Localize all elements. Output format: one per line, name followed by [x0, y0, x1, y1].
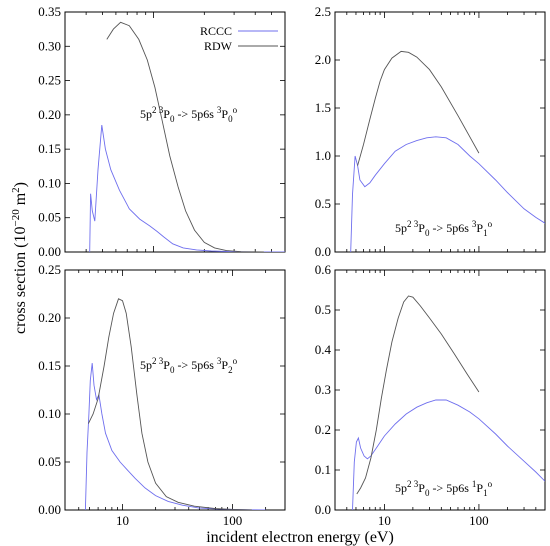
- y-axis-title-mid: m: [12, 192, 29, 209]
- y-tick-label: 0.4: [315, 342, 332, 357]
- series-line-rdw: [106, 21, 264, 252]
- y-tick-label: 0.1: [315, 462, 331, 477]
- series-line-rccc: [350, 136, 545, 252]
- label-part: 0: [425, 488, 430, 498]
- label-part: P: [476, 221, 483, 235]
- label-part: o: [233, 356, 238, 366]
- x-tick-label: 10: [116, 513, 129, 528]
- x-tick-label: 100: [223, 513, 243, 528]
- y-tick-label: 0.15: [38, 141, 61, 156]
- series-line-rccc: [89, 125, 285, 252]
- y-tick-label: 0.35: [38, 4, 61, 19]
- x-tick-label: 10: [378, 513, 391, 528]
- y-axis-title-exp: −20: [10, 209, 22, 227]
- y-tick-label: 0.2: [315, 422, 331, 437]
- panel-frame: [64, 269, 286, 511]
- y-tick-label: 0.5: [315, 196, 331, 211]
- label-part: 2 3: [407, 479, 419, 489]
- y-tick-label: 2.5: [315, 4, 331, 19]
- y-tick-label: 0.15: [38, 358, 61, 373]
- label-part: 5p: [140, 358, 152, 372]
- label-part: 1: [483, 488, 488, 498]
- label-part: o: [488, 219, 493, 229]
- label-part: 2 3: [407, 219, 419, 229]
- label-part: P: [221, 107, 228, 121]
- label-part: 5p: [140, 107, 152, 121]
- label-part: P: [163, 107, 170, 121]
- y-tick-label: 0.00: [38, 244, 61, 259]
- y-tick-label: 0.05: [38, 210, 61, 225]
- label-part: o: [233, 105, 238, 115]
- y-tick-label: 0.0: [315, 244, 331, 259]
- label-part: 0: [228, 114, 233, 124]
- y-tick-label: 0.25: [38, 262, 61, 277]
- label-part: 0: [425, 228, 430, 238]
- legend: RCCC RDW: [200, 24, 278, 53]
- label-part: P: [163, 358, 170, 372]
- y-tick-label: 0.05: [38, 454, 61, 469]
- y-tick-label: 2.0: [315, 52, 331, 67]
- label-part: 3: [217, 105, 222, 115]
- y-tick-label: 0.10: [38, 406, 61, 421]
- label-part: 5p: [395, 221, 407, 235]
- label-part: o: [488, 479, 493, 489]
- y-axis-title-suffix: ): [12, 182, 29, 187]
- series-line-rccc: [84, 363, 266, 510]
- y-tick-label: 1.5: [315, 100, 331, 115]
- series-line-rdw: [357, 50, 480, 166]
- panel-frame: [64, 11, 286, 253]
- label-part: 5p: [395, 481, 407, 495]
- y-tick-label: 1.0: [315, 148, 331, 163]
- y-tick-label: 0.25: [38, 73, 61, 88]
- y-tick-label: 0.6: [315, 262, 332, 277]
- panel-tl: 0.00 0.05 0.10 0.15 0.20 0.25 0.30 0.35 5p2 3P0 …: [38, 4, 286, 259]
- y-axis-title-prefix: cross section (10: [12, 226, 29, 334]
- y-tick-label: 0.00: [38, 502, 61, 517]
- legend-label-rdw: RDW: [204, 39, 233, 53]
- label-part: -> 5p6s: [429, 221, 471, 235]
- y-tick-label: 0.30: [38, 38, 61, 53]
- label-part: -> 5p6s: [174, 107, 216, 121]
- label-part: 0: [170, 365, 175, 375]
- label-part: P: [476, 481, 483, 495]
- label-part: 2 3: [152, 356, 164, 366]
- label-part: -> 5p6s: [429, 481, 471, 495]
- label-part: 1: [483, 228, 488, 238]
- panel-frame: [334, 11, 546, 253]
- panel-transition-label: 5p2 3P0 -> 5p6s 3P0o: [140, 105, 238, 124]
- label-part: 0: [170, 114, 175, 124]
- x-tick-label: 100: [469, 513, 489, 528]
- label-part: 2 3: [152, 105, 164, 115]
- label-part: P: [418, 221, 425, 235]
- y-tick-label: 0.20: [38, 107, 61, 122]
- y-tick-label: 0.5: [315, 302, 331, 317]
- label-part: 3: [217, 356, 222, 366]
- label-part: -> 5p6s: [174, 358, 216, 372]
- y-axis-title-exp2: 2: [10, 187, 22, 193]
- panel-transition-label: 5p2 3P0 -> 5p6s 3P1o: [395, 219, 493, 238]
- series-line-rdw: [87, 298, 252, 510]
- label-part: P: [418, 481, 425, 495]
- y-tick-label: 0.3: [315, 382, 331, 397]
- x-axis-title: incident electron energy (eV): [206, 529, 394, 546]
- label-part: 3: [472, 219, 477, 229]
- label-part: 1: [472, 479, 477, 489]
- panel-transition-label: 5p2 3P0 -> 5p6s 3P2o: [140, 356, 238, 375]
- panel-transition-label: 5p2 3P0 -> 5p6s 1P1o: [395, 479, 493, 498]
- series-line-rccc: [352, 399, 545, 510]
- y-axis-title: cross section (10−20 m2): [10, 182, 29, 334]
- label-part: P: [221, 358, 228, 372]
- label-part: 2: [228, 365, 233, 375]
- y-tick-label: 0.10: [38, 175, 61, 190]
- y-tick-label: 0.0: [315, 502, 331, 517]
- legend-label-rccc: RCCC: [200, 24, 232, 38]
- series-line-rdw: [356, 295, 480, 495]
- y-tick-label: 0.20: [38, 310, 61, 325]
